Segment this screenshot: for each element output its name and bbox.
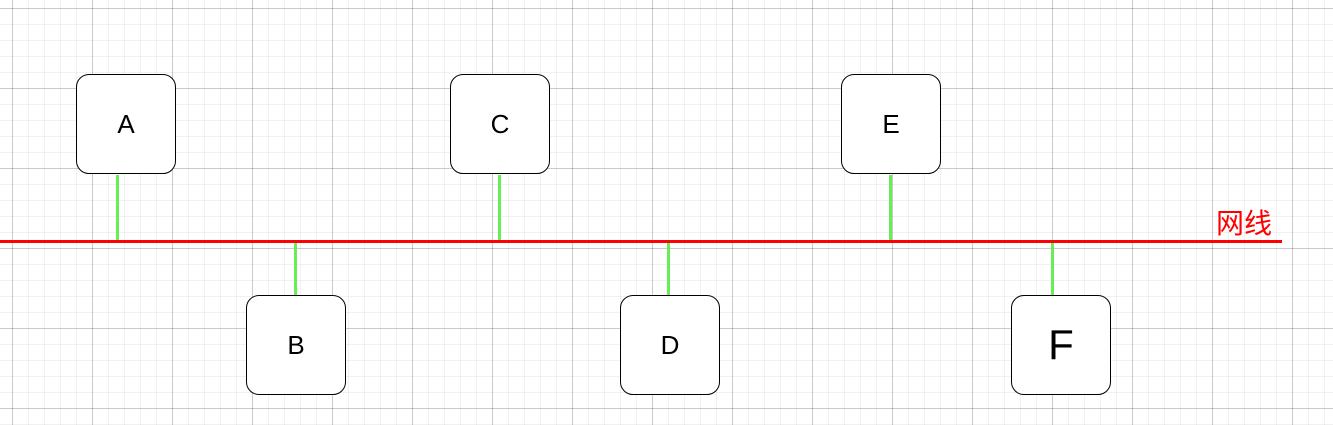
node-d[interactable]: D bbox=[620, 295, 720, 395]
node-a[interactable]: A bbox=[76, 74, 176, 174]
connector-d bbox=[667, 242, 670, 295]
node-e[interactable]: E bbox=[841, 74, 941, 174]
connector-f bbox=[1051, 242, 1054, 295]
bus-label: 网线 bbox=[1216, 207, 1273, 240]
node-c[interactable]: C bbox=[450, 74, 550, 174]
node-f[interactable]: F bbox=[1011, 295, 1111, 395]
connector-a bbox=[116, 175, 119, 241]
node-b[interactable]: B bbox=[246, 295, 346, 395]
connector-b bbox=[294, 242, 297, 295]
connector-c bbox=[498, 175, 501, 241]
network-bus-line bbox=[0, 240, 1282, 243]
connector-e bbox=[889, 175, 892, 241]
